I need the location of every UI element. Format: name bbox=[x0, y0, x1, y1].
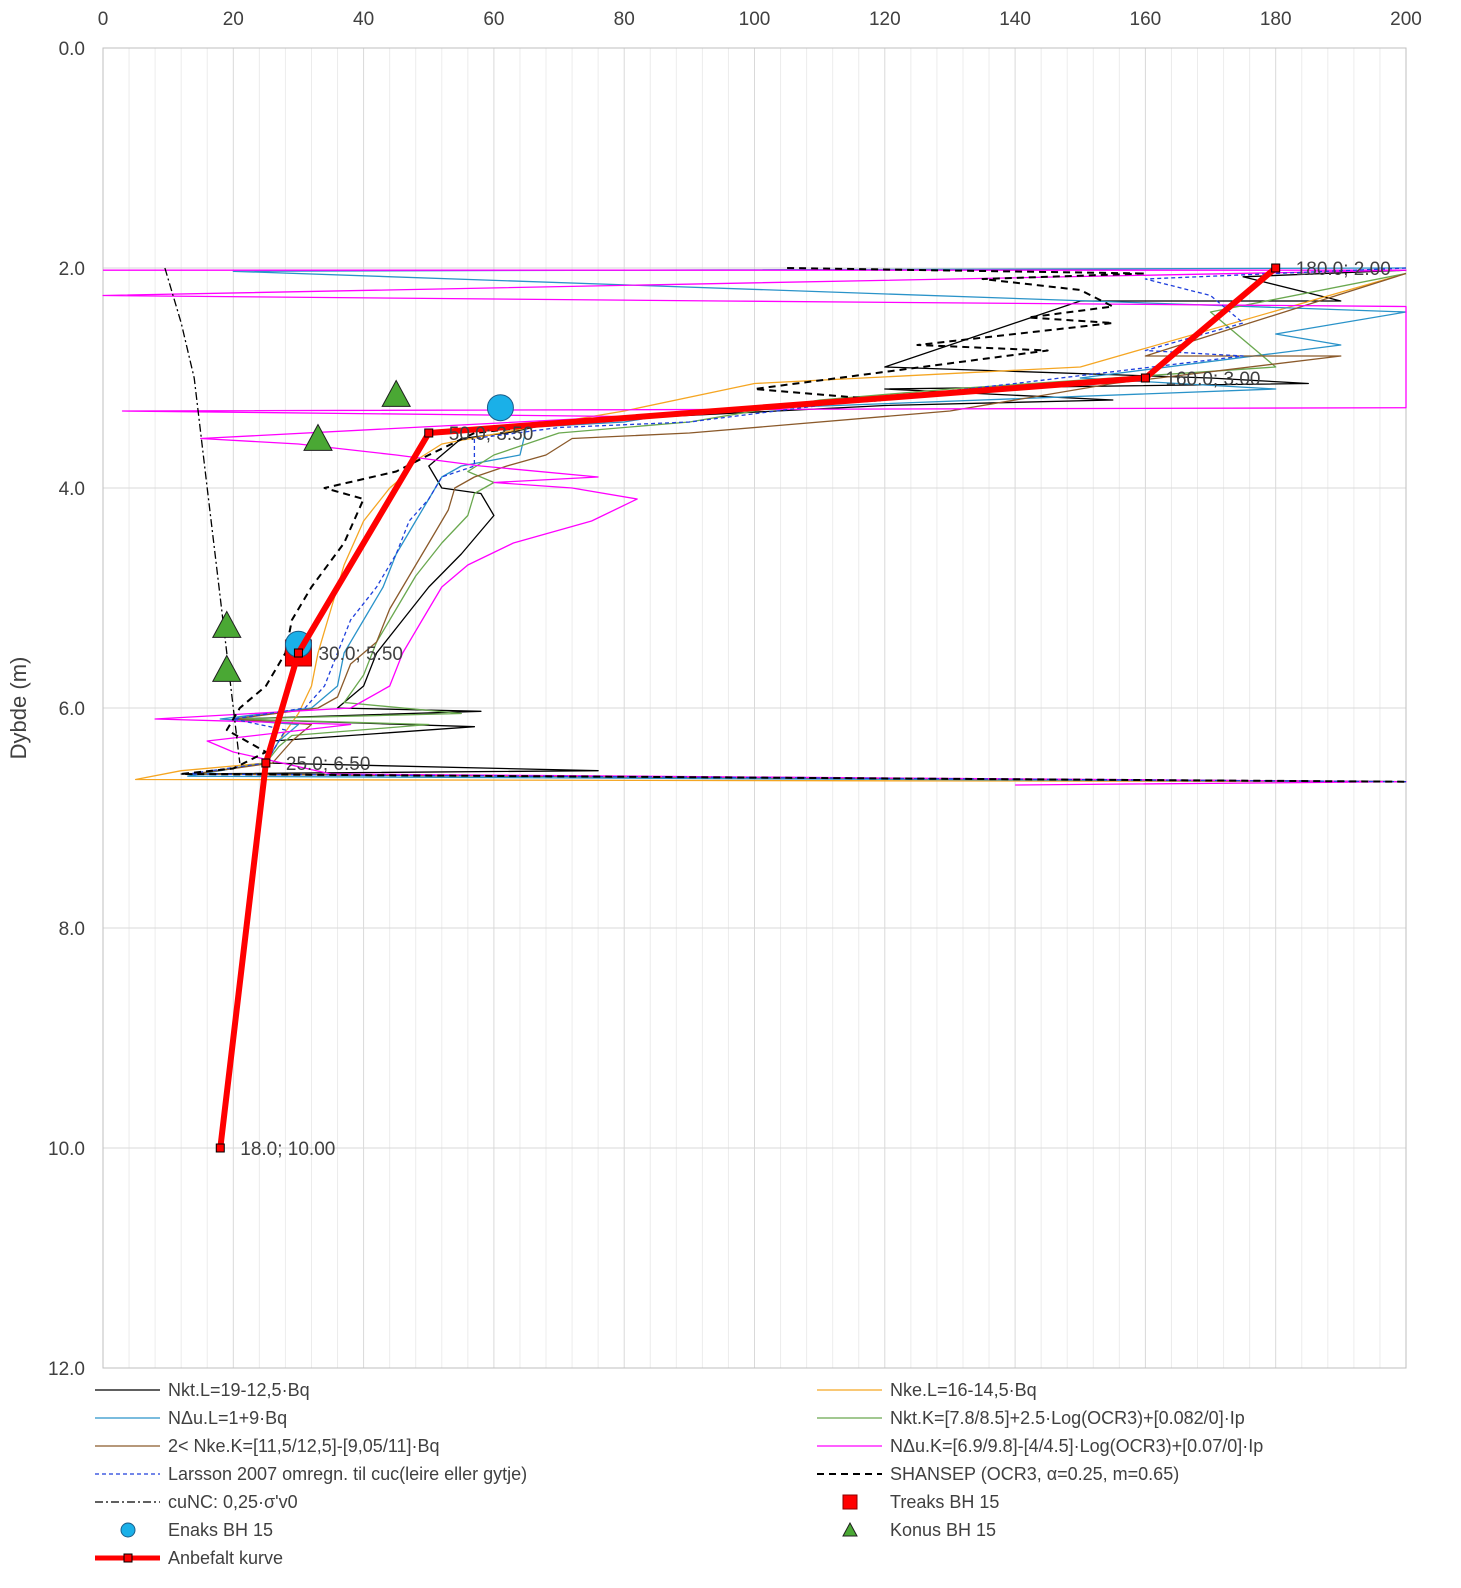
x-tick-label: 100 bbox=[739, 9, 771, 30]
data-label: 18.0; 10.00 bbox=[240, 1139, 335, 1160]
x-tick-label: 120 bbox=[869, 9, 901, 30]
legend-label: 2< Nke.K=[11,5/12,5]-[9,05/11]·Bq bbox=[168, 1436, 440, 1456]
plot-area-frame bbox=[102, 47, 1407, 1369]
legend-label: Enaks BH 15 bbox=[168, 1520, 273, 1540]
legend-label: NΔu.L=1+9·Bq bbox=[168, 1408, 287, 1428]
series-line bbox=[187, 267, 1407, 783]
y-tick-label: 8.0 bbox=[59, 919, 85, 940]
x-tick-label: 200 bbox=[1390, 9, 1422, 30]
series-konus-bh-15 bbox=[211, 379, 412, 682]
data-point bbox=[381, 379, 412, 407]
legend-marker bbox=[842, 1521, 858, 1537]
data-point bbox=[1140, 373, 1150, 383]
legend-label: NΔu.K=[6.9/9.8]-[4/4.5]·Log(OCR3)+[0.07/… bbox=[890, 1436, 1263, 1456]
y-tick-label: 0.0 bbox=[59, 39, 85, 60]
legend-label: SHANSEP (OCR3, α=0.25, m=0.65) bbox=[890, 1464, 1179, 1484]
legend-item: NΔu.L=1+9·Bq bbox=[95, 1408, 287, 1428]
x-tick-label: 160 bbox=[1130, 9, 1162, 30]
x-tick-label: 20 bbox=[223, 9, 244, 30]
data-point bbox=[261, 758, 271, 768]
legend-label: Larsson 2007 omregn. til cuc(leire eller… bbox=[168, 1464, 527, 1484]
series-2-nke-k-11-5-12-5-9-05-11-bq bbox=[193, 272, 1407, 783]
legend-item: 2< Nke.K=[11,5/12,5]-[9,05/11]·Bq bbox=[95, 1436, 440, 1456]
data-label: 180.0; 2.00 bbox=[1296, 259, 1391, 280]
legend-marker bbox=[842, 1494, 858, 1510]
legend-item: NΔu.K=[6.9/9.8]-[4/4.5]·Log(OCR3)+[0.07/… bbox=[817, 1436, 1263, 1456]
legend-label: Nkt.K=[7.8/8.5]+2.5·Log(OCR3)+[0.082/0]·… bbox=[890, 1408, 1245, 1428]
legend-label: cuNC: 0,25·σ'v0 bbox=[168, 1492, 298, 1512]
legend-item: Nkt.K=[7.8/8.5]+2.5·Log(OCR3)+[0.082/0]·… bbox=[817, 1408, 1245, 1428]
legend-item: Enaks BH 15 bbox=[120, 1520, 273, 1540]
y-tick-label: 4.0 bbox=[59, 479, 85, 500]
data-label: 50.0; 3.50 bbox=[449, 424, 534, 445]
legend-marker bbox=[120, 1522, 136, 1538]
series-n-u-k-6-9-9-8-4-4-5-log-ocr3-0-07-0-ip bbox=[102, 269, 1407, 786]
x-tick-label: 0 bbox=[98, 9, 109, 30]
legend-item: SHANSEP (OCR3, α=0.25, m=0.65) bbox=[817, 1464, 1179, 1484]
series-larsson-2007-omregn-til-cuc-leire-eller-gytje bbox=[187, 267, 1407, 783]
series-shansep-ocr3-0-25-m-0-65 bbox=[180, 267, 1407, 783]
data-label: 160.0; 3.00 bbox=[1165, 369, 1260, 390]
legend-label: Treaks BH 15 bbox=[890, 1492, 999, 1512]
series-line bbox=[180, 269, 1407, 783]
legend-label: Nkt.L=19-12,5·Bq bbox=[168, 1380, 310, 1400]
legend-marker bbox=[123, 1553, 133, 1563]
y-axis-title: Dybde (m) bbox=[6, 657, 31, 760]
legend-item: cuNC: 0,25·σ'v0 bbox=[95, 1492, 298, 1512]
x-tick-label: 140 bbox=[999, 9, 1031, 30]
y-axis-ticks: 0.0 2.0 4.0 6.0 8.0 10.0 12.0 bbox=[48, 39, 85, 1380]
data-point bbox=[1271, 263, 1281, 273]
series-line bbox=[193, 272, 1407, 783]
legend-item: Konus BH 15 bbox=[842, 1520, 996, 1540]
x-tick-label: 80 bbox=[614, 9, 635, 30]
legend: Nkt.L=19-12,5·Bq Nke.L=16-14,5·Bq NΔu.L=1+… bbox=[95, 1380, 1263, 1568]
legend-item: Treaks BH 15 bbox=[842, 1492, 999, 1512]
series-cunc-0-25-v0 bbox=[164, 267, 241, 764]
legend-item: Larsson 2007 omregn. til cuc(leire eller… bbox=[95, 1464, 527, 1484]
series-line bbox=[180, 267, 1407, 783]
legend-label: Nke.L=16-14,5·Bq bbox=[890, 1380, 1037, 1400]
legend-item: Anbefalt kurve bbox=[95, 1548, 283, 1568]
series-layer bbox=[102, 263, 1407, 1153]
data-point bbox=[211, 610, 242, 638]
x-tick-label: 60 bbox=[483, 9, 504, 30]
x-tick-label: 40 bbox=[353, 9, 374, 30]
series-line bbox=[164, 267, 241, 764]
series-line bbox=[102, 269, 1407, 786]
legend-label: Konus BH 15 bbox=[890, 1520, 996, 1540]
legend-item: Nkt.L=19-12,5·Bq bbox=[95, 1380, 310, 1400]
data-label: 30.0; 5.50 bbox=[318, 644, 403, 665]
x-axis-ticks: 0 20 40 60 80 100 120 140 160 180 200 bbox=[98, 9, 1422, 30]
data-point bbox=[215, 1143, 225, 1153]
data-point bbox=[293, 648, 303, 658]
y-tick-label: 12.0 bbox=[48, 1359, 85, 1380]
series-line bbox=[217, 265, 1278, 1149]
legend-label: Anbefalt kurve bbox=[168, 1548, 283, 1568]
series-anbefalt-kurve bbox=[215, 263, 1281, 1153]
data-point bbox=[486, 394, 514, 422]
data-labels: 180.0; 2.00 160.0; 3.00 50.0; 3.50 30.0; 5.… bbox=[240, 259, 1391, 1160]
series-nkt-l-19-12-5-bq bbox=[180, 269, 1407, 783]
y-tick-label: 2.0 bbox=[59, 259, 85, 280]
data-point bbox=[303, 423, 333, 451]
y-tick-label: 10.0 bbox=[48, 1139, 85, 1160]
y-tick-label: 6.0 bbox=[59, 699, 85, 720]
legend-item: Nke.L=16-14,5·Bq bbox=[817, 1380, 1037, 1400]
data-label: 25.0; 6.50 bbox=[286, 754, 371, 775]
data-point bbox=[211, 654, 242, 682]
x-tick-label: 180 bbox=[1260, 9, 1292, 30]
data-point bbox=[424, 428, 434, 438]
